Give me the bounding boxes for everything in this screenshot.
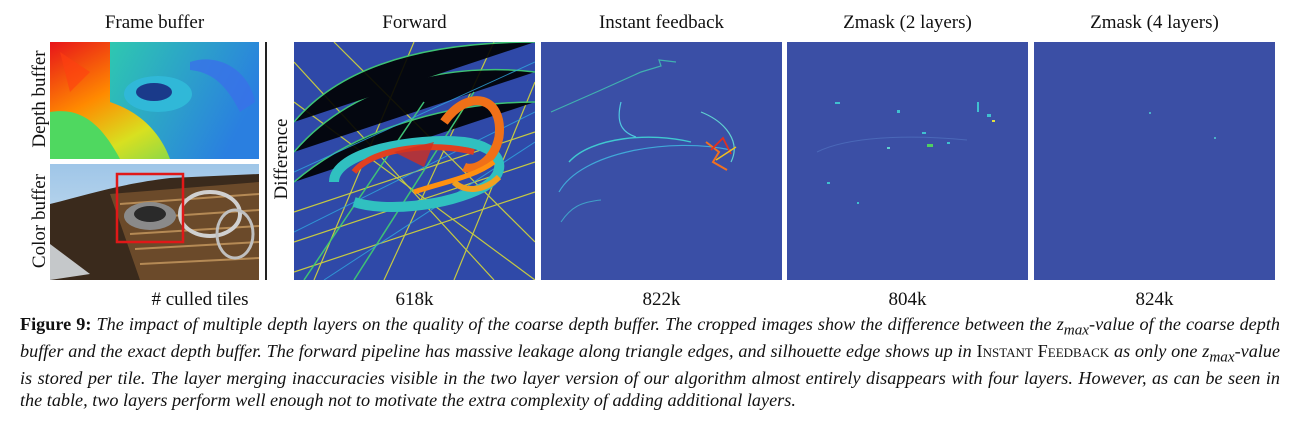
zmask2-title: Zmask (2 layers) <box>843 12 972 33</box>
caption-text-4: -value is stored per tile. The layer mer… <box>20 341 1281 410</box>
zmask4-title: Zmask (4 layers) <box>1090 12 1219 33</box>
caption-text-3: as only one <box>1114 341 1198 362</box>
forward-difference-image <box>294 42 535 280</box>
forward-title: Forward <box>382 12 447 33</box>
frame-buffer-title: Frame buffer <box>104 12 205 33</box>
forward-culled-tiles: 618k <box>395 289 434 310</box>
instant-feedback-title: Instant feedback <box>598 12 725 33</box>
caption-method-name: Instant Feedback <box>976 341 1110 362</box>
caption-text-2: -value of the coarse depth buffer and th… <box>20 314 1280 362</box>
depth-buffer-label: Depth buffer <box>29 50 50 148</box>
instant-feedback-difference-image <box>541 42 782 280</box>
zmask2-culled-tiles: 804k <box>888 289 927 310</box>
zmask2-difference-image <box>787 42 1028 280</box>
depth-buffer-image <box>50 42 259 159</box>
column-divider <box>265 42 267 280</box>
instant-feedback-culled-tiles: 822k <box>642 289 681 310</box>
zmax-symbol: zmax <box>1202 341 1235 366</box>
color-buffer-image <box>50 164 259 280</box>
culled-tiles-label: # culled tiles <box>151 289 249 310</box>
difference-label: Difference <box>271 118 292 200</box>
color-buffer-label: Color buffer <box>29 173 50 269</box>
caption-text-1: The impact of multiple depth layers on t… <box>96 314 1052 334</box>
figure-caption: Figure 9: The impact of multiple depth l… <box>20 314 1280 411</box>
zmax-symbol: zmax <box>1056 314 1090 339</box>
caption-label: Figure 9: <box>20 314 92 334</box>
zmask4-difference-image <box>1034 42 1275 280</box>
zmask4-culled-tiles: 824k <box>1135 289 1174 310</box>
